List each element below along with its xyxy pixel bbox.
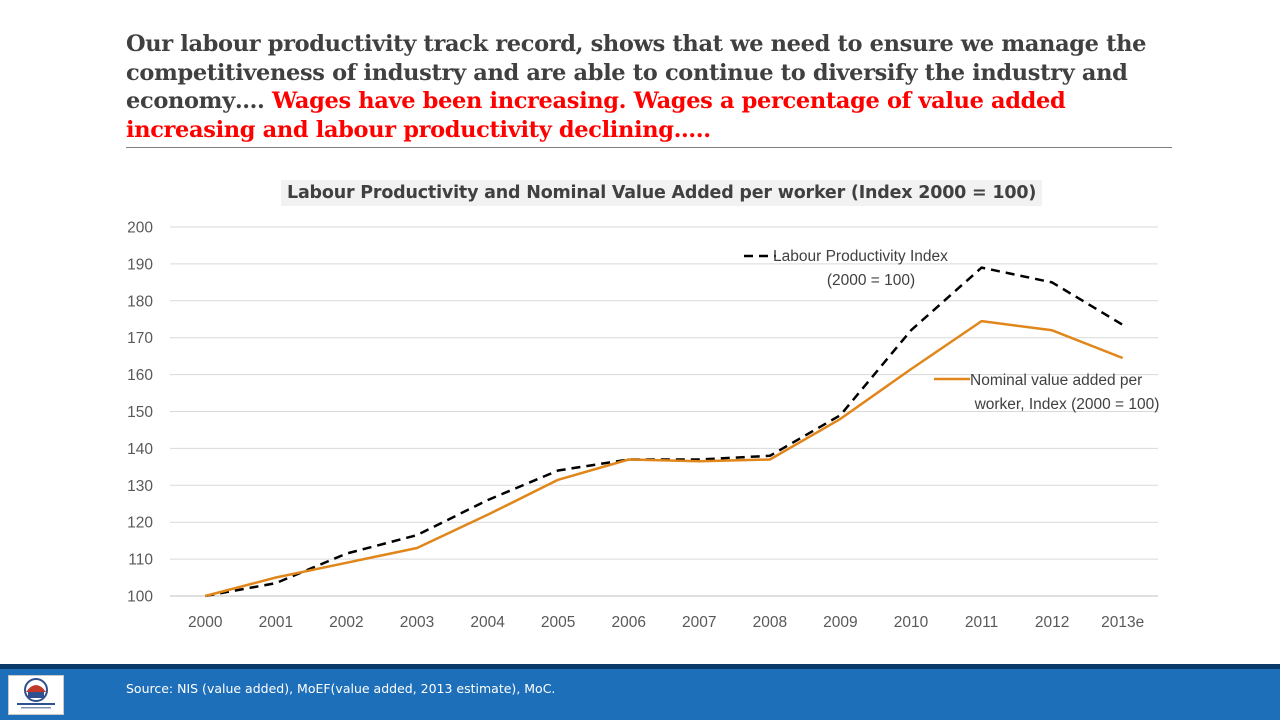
y-tick-label: 170 <box>127 330 153 347</box>
x-tick-label: 2011 <box>965 614 998 631</box>
source-note: Source: NIS (value added), MoEF(value ad… <box>126 681 556 696</box>
series-line-labour-productivity <box>205 266 1124 598</box>
y-tick-label: 190 <box>127 256 153 273</box>
x-tick-label: 2002 <box>329 614 363 631</box>
x-tick-label: 2003 <box>400 614 434 631</box>
y-tick-label: 180 <box>127 293 153 310</box>
x-tick-label: 2013e <box>1101 614 1144 631</box>
y-tick-label: 200 <box>127 220 153 237</box>
y-tick-label: 120 <box>127 515 153 532</box>
headline-text: Our labour productivity track record, sh… <box>126 31 1147 114</box>
footer-bar <box>0 669 1280 720</box>
x-tick-label: 2006 <box>611 614 645 631</box>
x-tick-label: 2001 <box>259 614 293 631</box>
legend-label-nominal-value-added: Nominal value added per <box>970 372 1142 389</box>
legend-label-nominal-value-added-line2: worker, Index (2000 = 100) <box>974 396 1160 413</box>
legend-label-labour-productivity: Labour Productivity Index <box>773 248 948 265</box>
x-tick-label: 2012 <box>1035 614 1069 631</box>
y-tick-label: 100 <box>127 589 153 606</box>
footer-accent-line <box>0 664 1280 669</box>
y-tick-label: 140 <box>127 441 153 458</box>
headline-highlight: Wages have been increasing. Wages a perc… <box>126 88 1066 143</box>
y-tick-label: 160 <box>127 367 153 384</box>
x-tick-label: 2009 <box>823 614 857 631</box>
x-tick-label: 2000 <box>188 614 223 631</box>
x-tick-label: 2010 <box>894 614 929 631</box>
x-tick-label: 2004 <box>470 614 505 631</box>
y-tick-label: 150 <box>127 404 153 421</box>
x-tick-label: 2007 <box>682 614 716 631</box>
series-line-nominal-value-added <box>204 319 1124 598</box>
x-tick-label: 2008 <box>753 614 787 631</box>
chart-title: Labour Productivity and Nominal Value Ad… <box>281 180 1043 206</box>
headline-divider <box>126 147 1172 148</box>
logo-emblem-icon <box>17 678 55 709</box>
y-tick-label: 110 <box>128 552 153 569</box>
organization-logo <box>8 675 64 715</box>
x-tick-label: 2005 <box>541 614 575 631</box>
headline: Our labour productivity track record, sh… <box>126 30 1186 144</box>
legend-label-labour-productivity-line2: (2000 = 100) <box>827 272 915 289</box>
y-tick-label: 130 <box>127 478 153 495</box>
